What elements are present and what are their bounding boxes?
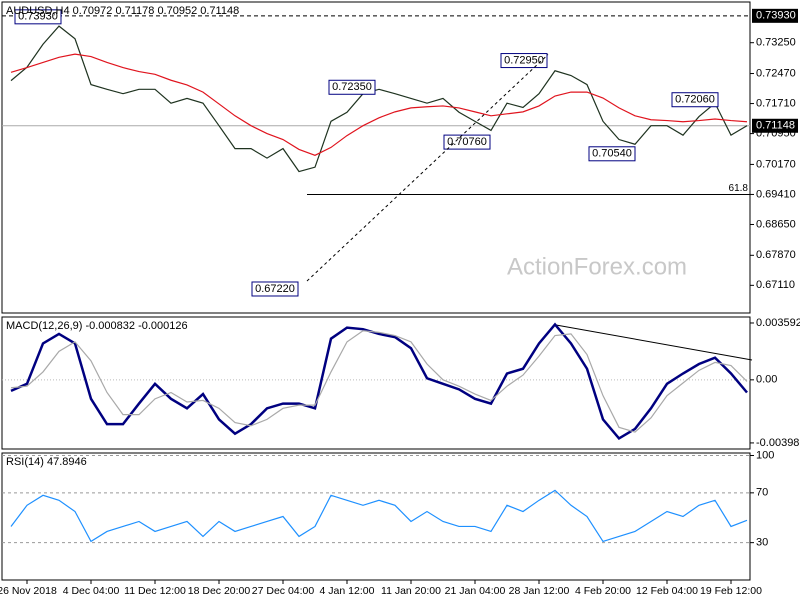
series-line xyxy=(10,322,748,441)
y-tick-label: 0.00 xyxy=(756,374,777,386)
annotation-box xyxy=(500,53,548,69)
fib-label: 61.8 xyxy=(729,183,749,194)
x-tick-label: 19 Feb 12:00 xyxy=(700,585,762,597)
annotation-label: 0.70540 xyxy=(592,148,632,160)
annotation-label: 0.73930 xyxy=(18,11,58,23)
series-line xyxy=(10,489,748,543)
x-tick-label: 26 Nov 2018 xyxy=(0,585,57,597)
x-tick-label: 12 Feb 04:00 xyxy=(636,585,698,597)
y-tick-label: 0.72470 xyxy=(756,67,796,79)
y-tick-label: 0.73250 xyxy=(756,37,796,49)
panel xyxy=(1,452,751,581)
y-tick-label: 0.69410 xyxy=(756,188,796,200)
panel-title: AUDUSD,H4 0.70972 0.71178 0.70952 0.7114… xyxy=(6,5,239,17)
annotation-label: 0.67220 xyxy=(255,283,295,295)
y-tick-label: 0.67870 xyxy=(756,249,796,261)
panel-title: MACD(12,26,9) -0.000832 -0.000126 xyxy=(6,320,188,332)
annotation-label: 0.70760 xyxy=(447,136,487,148)
annotation-label: 0.72060 xyxy=(675,94,715,106)
level-label: 0.73930 xyxy=(756,10,796,22)
x-tick-label: 4 Jan 12:00 xyxy=(320,585,375,597)
annotation-box xyxy=(671,92,719,108)
annotation-box xyxy=(14,9,62,25)
y-tick-label: 0.67110 xyxy=(756,279,795,291)
x-tick-label: 27 Dec 04:00 xyxy=(252,585,315,597)
annotation-label: 0.72950 xyxy=(504,54,544,66)
y-tick-label: 0.70170 xyxy=(756,158,796,170)
annotation-box xyxy=(588,146,636,162)
current-price-box xyxy=(752,118,798,133)
x-tick-label: 11 Jan 20:00 xyxy=(381,585,441,597)
annotation-label: 0.72350 xyxy=(332,81,372,93)
series-line xyxy=(10,25,748,173)
swing-line xyxy=(306,54,549,282)
current-price-label: 0.71148 xyxy=(756,120,795,132)
watermark: ActionForex.com xyxy=(507,253,687,280)
x-tick-label: 4 Feb 20:00 xyxy=(575,585,631,597)
y-tick-label: 0.68650 xyxy=(756,218,796,230)
x-tick-label: 18 Dec 20:00 xyxy=(188,585,251,597)
y-tick-label: 0.71710 xyxy=(756,97,796,109)
annotation-box xyxy=(443,134,491,150)
x-tick-label: 11 Dec 12:00 xyxy=(124,585,186,597)
x-tick-label: 21 Jan 04:00 xyxy=(445,585,506,597)
panel xyxy=(1,316,751,450)
trend-line xyxy=(555,324,753,361)
series-line xyxy=(10,330,748,433)
y-tick-label: 100 xyxy=(756,449,774,461)
x-tick-label: 4 Dec 04:00 xyxy=(63,585,120,597)
annotation-box xyxy=(251,281,299,297)
panel-title: RSI(14) 47.8946 xyxy=(6,456,87,468)
panel xyxy=(1,1,751,314)
y-tick-label: 70 xyxy=(756,487,768,499)
y-tick-label: 0.003592 xyxy=(756,317,800,329)
level-box xyxy=(752,8,798,23)
y-tick-label: -0.003986 xyxy=(756,437,800,449)
annotation-box xyxy=(328,79,376,95)
y-tick-label: 30 xyxy=(756,537,768,549)
x-tick-label: 28 Jan 12:00 xyxy=(509,585,570,597)
series-line xyxy=(10,53,748,156)
